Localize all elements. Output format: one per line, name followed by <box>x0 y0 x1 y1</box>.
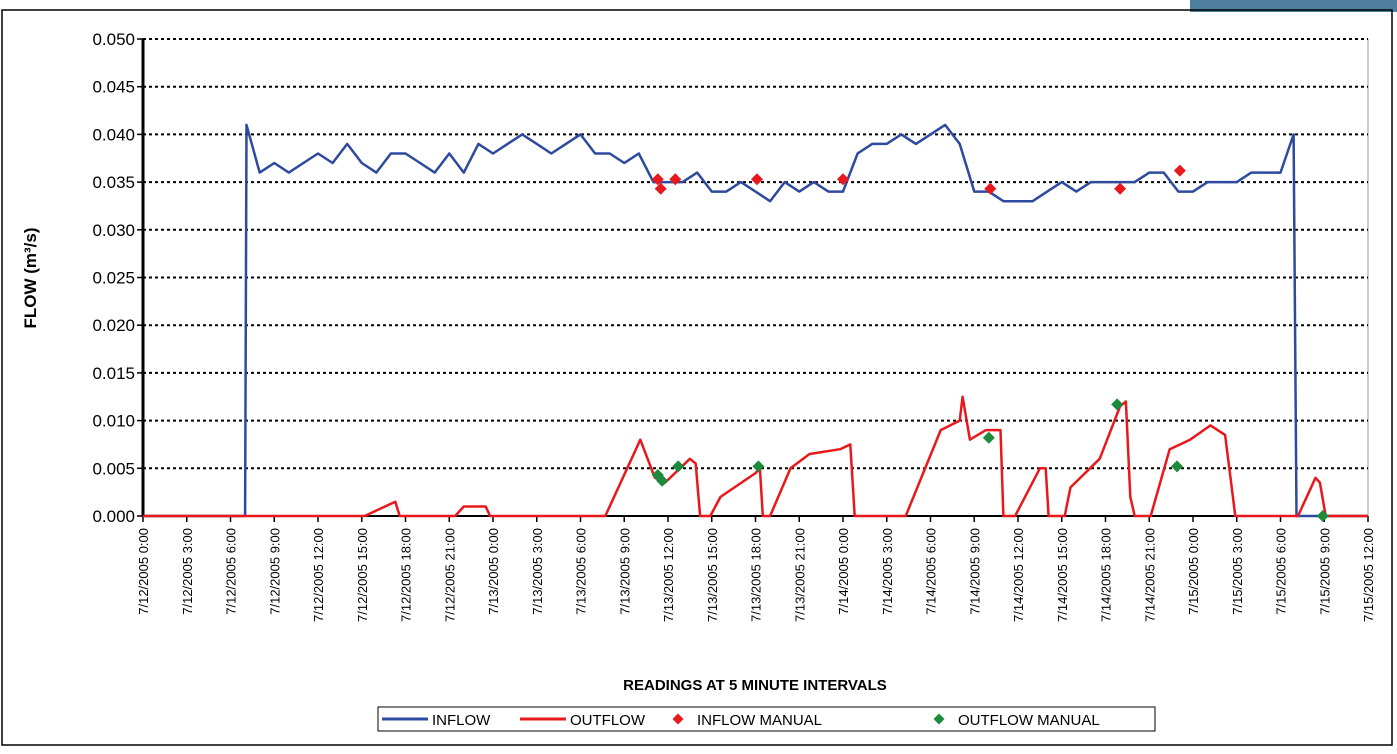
y-tick-label: 0.020 <box>92 316 135 335</box>
x-tick-label: 7/15/2005 3:00 <box>1230 528 1245 615</box>
x-tick-label: 7/13/2005 9:00 <box>617 528 632 615</box>
x-tick-label: 7/14/2005 21:00 <box>1142 528 1157 622</box>
y-tick-label: 0.030 <box>92 221 135 240</box>
x-tick-label: 7/13/2005 6:00 <box>574 528 589 615</box>
manual-point <box>651 173 664 186</box>
x-tick-label: 7/14/2005 9:00 <box>967 528 982 615</box>
series-line <box>143 395 1368 518</box>
manual-point <box>982 431 995 444</box>
x-tick-label: 7/12/2005 9:00 <box>267 528 282 615</box>
x-tick-label: 7/15/2005 0:00 <box>1186 528 1201 615</box>
manual-point <box>1114 182 1127 195</box>
x-tick-label: 7/12/2005 18:00 <box>399 528 414 622</box>
x-tick-label: 7/12/2005 6:00 <box>224 528 239 615</box>
manual-point <box>1316 510 1329 522</box>
manual-point <box>656 474 669 487</box>
x-tick-label: 7/12/2005 12:00 <box>311 528 326 622</box>
x-tick-label: 7/14/2005 0:00 <box>836 528 851 615</box>
y-tick-label: 0.045 <box>92 78 135 97</box>
x-tick-label: 7/14/2005 6:00 <box>924 528 939 615</box>
manual-point <box>1111 398 1124 411</box>
y-tick-label: 0.025 <box>92 269 135 288</box>
x-tick-label: 7/13/2005 18:00 <box>749 528 764 622</box>
x-tick-label: 7/14/2005 3:00 <box>880 528 895 615</box>
y-tick-label: 0.035 <box>92 173 135 192</box>
x-tick-label: 7/12/2005 15:00 <box>355 528 370 622</box>
manual-point <box>837 173 849 186</box>
x-tick-label: 7/15/2005 12:00 <box>1361 528 1376 622</box>
y-tick-label: 0.000 <box>92 507 135 526</box>
x-tick-label: 7/13/2005 21:00 <box>792 528 807 622</box>
x-tick-label: 7/15/2005 9:00 <box>1317 528 1332 615</box>
x-tick-label: 7/12/2005 21:00 <box>442 528 457 622</box>
legend-label: OUTFLOW <box>570 712 646 729</box>
y-axis-label: FLOW (m³/s) <box>21 227 40 328</box>
manual-point <box>669 173 682 186</box>
manual-point <box>1173 164 1186 177</box>
series-line <box>143 123 1368 518</box>
manual-point <box>1170 460 1183 473</box>
x-tick-label: 7/12/2005 0:00 <box>136 528 151 615</box>
manual-point <box>752 460 765 473</box>
x-axis-label: READINGS AT 5 MINUTE INTERVALS <box>623 677 887 694</box>
x-tick-label: 7/14/2005 15:00 <box>1055 528 1070 622</box>
x-tick-label: 7/14/2005 18:00 <box>1099 528 1114 622</box>
legend-swatch <box>672 713 684 725</box>
x-tick-label: 7/13/2005 0:00 <box>486 528 501 615</box>
x-tick-label: 7/12/2005 3:00 <box>180 528 195 615</box>
manual-point <box>672 460 685 473</box>
y-tick-label: 0.010 <box>92 412 135 431</box>
y-tick-label: 0.015 <box>92 364 135 383</box>
header-tab <box>1190 0 1397 12</box>
manual-point <box>750 173 763 186</box>
x-tick-label: 7/13/2005 12:00 <box>661 528 676 622</box>
x-tick-label: 7/15/2005 6:00 <box>1274 528 1289 615</box>
legend-label: INFLOW MANUAL <box>697 712 822 729</box>
manual-point <box>654 182 667 195</box>
x-tick-label: 7/13/2005 3:00 <box>530 528 545 615</box>
legend-label: OUTFLOW MANUAL <box>958 712 1100 729</box>
x-tick-label: 7/14/2005 12:00 <box>1011 528 1026 622</box>
y-tick-label: 0.040 <box>92 125 135 144</box>
legend-swatch <box>933 713 945 725</box>
legend-box <box>377 706 1156 732</box>
chart-frame <box>1 9 1393 746</box>
x-tick-label: 7/13/2005 15:00 <box>705 528 720 622</box>
manual-point <box>984 182 997 195</box>
y-tick-label: 0.005 <box>92 459 135 478</box>
y-tick-label: 0.050 <box>92 30 135 49</box>
legend-label: INFLOW <box>432 712 491 729</box>
